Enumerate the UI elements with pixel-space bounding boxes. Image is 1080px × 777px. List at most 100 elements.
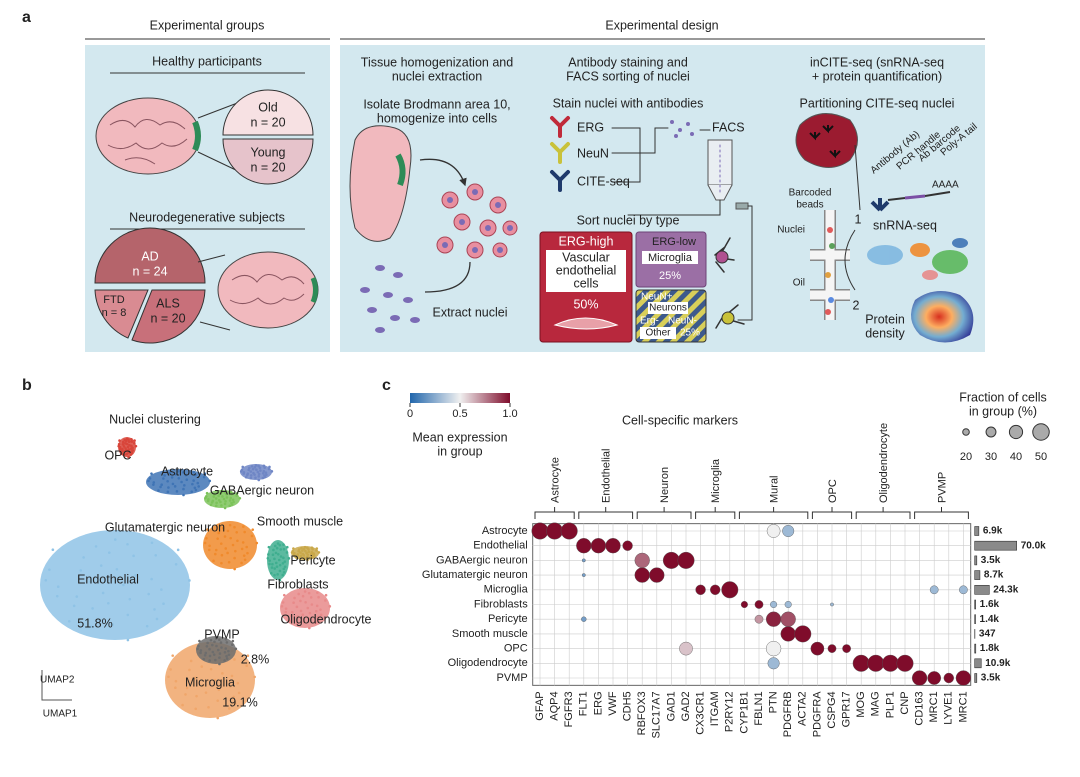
cluster-point (214, 548, 218, 552)
cluster-point (168, 471, 172, 475)
dot (662, 551, 680, 569)
healthy-illustration (95, 89, 314, 185)
label: Oil (793, 278, 805, 289)
cluster-point (223, 659, 226, 662)
cluster-point (218, 656, 221, 659)
dot (896, 654, 914, 672)
colorbar-title: Mean expression (412, 430, 507, 444)
cluster-point (249, 470, 253, 473)
cluster-point (203, 654, 207, 657)
cluster-point (216, 491, 219, 494)
gene-label: LYVE1 (943, 691, 955, 724)
gene-label: FBLN1 (753, 691, 765, 725)
cluster-point (223, 506, 227, 510)
cluster-point (234, 647, 238, 651)
panel-label: b (22, 377, 32, 394)
cluster-point (317, 551, 321, 554)
cluster-point (125, 437, 129, 441)
count-bar (974, 555, 978, 566)
cluster-point (198, 639, 201, 643)
panel-a-frame (85, 38, 985, 352)
dot (881, 654, 899, 672)
gene-label: GAD2 (680, 691, 692, 721)
cluster-point (207, 548, 211, 552)
cluster-point (265, 473, 268, 477)
cluster-point (243, 530, 246, 534)
label: Neurons (649, 303, 687, 314)
percent-label: 2.8% (241, 652, 270, 666)
cluster-point (159, 485, 162, 489)
group-bracket (695, 507, 736, 519)
cluster-point (189, 659, 193, 663)
cluster-point (290, 614, 293, 617)
cluster-point (315, 547, 319, 550)
label: Sort nuclei by type (577, 213, 680, 227)
cluster-point (206, 528, 209, 531)
cluster-blob (40, 530, 190, 640)
cluster-point (287, 557, 291, 560)
cluster-point (134, 574, 137, 577)
cluster-point (284, 610, 288, 614)
cluster-point (232, 695, 235, 699)
cluster-point (210, 501, 214, 504)
label: 50% (573, 297, 598, 311)
cluster-point (282, 543, 285, 546)
cluster-point (316, 591, 319, 594)
group-bracket (534, 507, 575, 519)
cluster-point (235, 494, 238, 497)
dot (927, 671, 942, 685)
cluster-point (174, 473, 177, 476)
cluster-point (180, 480, 183, 484)
cluster-point (162, 602, 165, 606)
label: n = 20 (150, 311, 185, 325)
cluster-point (236, 539, 239, 543)
cluster-point (220, 646, 223, 649)
size-legend-dot (985, 426, 997, 438)
cluster-point (221, 526, 225, 530)
cluster-point (199, 649, 203, 652)
cluster-point (209, 503, 213, 507)
cluster-point (175, 490, 179, 493)
cluster-point (213, 640, 216, 644)
cluster-point (267, 467, 271, 471)
cluster-point (225, 641, 229, 644)
cluster-point (147, 592, 150, 596)
cluster-point (276, 552, 280, 556)
cluster-label: Microglia (185, 675, 235, 689)
cluster-label: Fibroblasts (267, 577, 328, 591)
cluster-point (228, 684, 232, 688)
cluster-point (148, 477, 152, 480)
colorbar (410, 393, 510, 403)
cluster-point (310, 603, 314, 606)
cluster-point (174, 686, 177, 690)
gene-label: CX3CR1 (695, 691, 707, 734)
cluster-point (276, 542, 280, 545)
cluster-point (224, 637, 228, 641)
count-bar (974, 658, 982, 669)
size-legend-dot (1008, 424, 1024, 440)
cluster-point (316, 615, 320, 619)
size-legend-label: 30 (985, 451, 997, 463)
cell-type-label: Endothelial (473, 540, 527, 552)
cluster-point (185, 478, 189, 482)
cluster-point (227, 649, 230, 653)
cluster-point (290, 551, 294, 554)
cluster-point (264, 471, 268, 474)
step-title: nuclei extraction (392, 69, 482, 83)
cluster-point (127, 448, 131, 451)
cluster-point (207, 705, 210, 709)
cluster-point (201, 684, 205, 687)
cluster-point (203, 541, 207, 545)
cluster-point (266, 556, 270, 560)
dot (546, 522, 564, 540)
label: beads (796, 200, 823, 211)
count-label: 10.9k (985, 658, 1010, 669)
dot (531, 522, 549, 540)
step-title: Antibody staining and (568, 55, 688, 69)
cluster-point (219, 500, 222, 504)
axis-title: UMAP1 (43, 709, 78, 720)
label: AD (141, 249, 158, 263)
cluster-point (311, 556, 315, 559)
antibody-label: ERG (577, 120, 604, 134)
cluster-point (145, 624, 149, 628)
